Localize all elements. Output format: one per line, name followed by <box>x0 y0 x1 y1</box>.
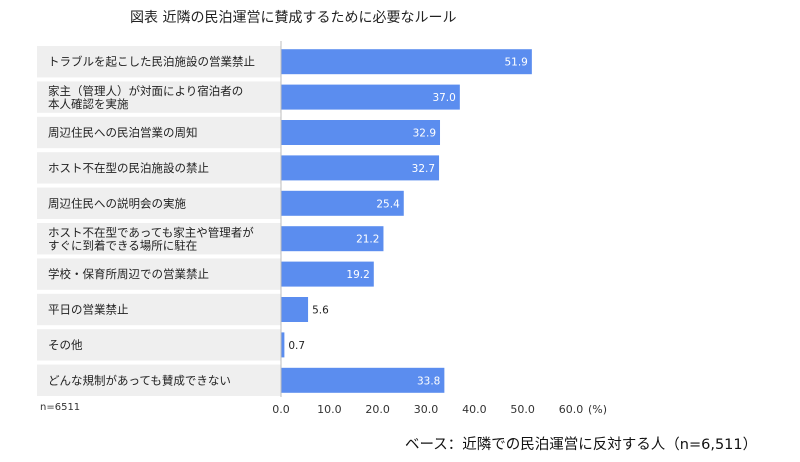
x-tick-label: 40.0 <box>462 403 487 416</box>
category-label: 周辺住民への民泊営業の周知 <box>48 126 198 140</box>
base-note: ベース：近隣での民泊運営に反対する人（n=6,511） <box>405 436 757 453</box>
category-label: 学校・保育所周辺での営業禁止 <box>48 267 209 281</box>
row-band <box>37 81 281 113</box>
category-label: トラブルを起こした民泊施設の営業禁止 <box>48 55 255 69</box>
row-band <box>37 223 281 255</box>
x-tick-labels: 0.0 10.0 20.0 30.0 40.0 50.0 60.0 <box>272 403 583 416</box>
x-tick-label: 50.0 <box>510 403 535 416</box>
value-labels: 51.9 37.0 32.9 32.7 25.4 21.2 19.2 5.6 0.7 33.8 <box>288 57 527 388</box>
row-bands <box>37 46 281 396</box>
bar <box>281 84 460 110</box>
category-label: どんな規制があっても賛成できない <box>48 373 231 387</box>
x-tick-label: 30.0 <box>414 403 439 416</box>
category-label: 周辺住民への説明会の実施 <box>48 196 186 210</box>
chart-title: 図表 近隣の民泊運営に賛成するために必要なルール <box>130 10 456 26</box>
row-band <box>37 46 281 78</box>
unit-label: (%) <box>588 403 607 416</box>
bar <box>281 155 440 181</box>
bar <box>281 297 309 322</box>
value-label: 37.0 <box>432 92 455 104</box>
bar <box>281 190 404 216</box>
value-label: 25.4 <box>376 198 400 210</box>
x-tick-label: 20.0 <box>365 403 390 416</box>
value-label: 0.7 <box>288 340 305 352</box>
bar <box>281 49 532 75</box>
value-label: 21.2 <box>356 234 379 246</box>
category-label: 家主（管理人）が対面により宿泊者の本人確認を実施 <box>48 84 243 111</box>
bar <box>281 261 374 287</box>
x-tick-label: 0.0 <box>272 403 290 416</box>
category-label: その他 <box>48 338 83 352</box>
value-label: 5.6 <box>312 305 329 317</box>
row-band <box>37 116 281 149</box>
bar <box>281 367 445 393</box>
category-label: 平日の営業禁止 <box>48 303 129 317</box>
bar <box>281 332 285 358</box>
value-label: 33.8 <box>417 375 440 387</box>
row-band <box>37 152 281 184</box>
row-band <box>37 258 281 290</box>
row-band <box>37 293 281 326</box>
x-tick-label: 10.0 <box>317 403 342 416</box>
value-label: 51.9 <box>504 57 527 69</box>
value-label: 32.9 <box>413 128 436 140</box>
bar <box>281 120 441 145</box>
value-label: 19.2 <box>346 269 369 281</box>
x-tick-label: 60.0 <box>559 403 584 416</box>
category-label: ホスト不在型であっても家主や管理者がすぐに到着できる場所に駐在 <box>48 226 254 253</box>
value-label: 32.7 <box>412 163 435 175</box>
category-label: ホスト不在型の民泊施設の禁止 <box>48 161 209 175</box>
category-labels: トラブルを起こした民泊施設の営業禁止家主（管理人）が対面により宿泊者の本人確認を… <box>48 55 255 388</box>
row-band <box>37 364 281 396</box>
row-band <box>37 187 281 219</box>
row-band <box>37 329 281 361</box>
bar <box>281 226 384 252</box>
bars <box>281 49 532 393</box>
sample-note: n=6511 <box>40 402 80 413</box>
